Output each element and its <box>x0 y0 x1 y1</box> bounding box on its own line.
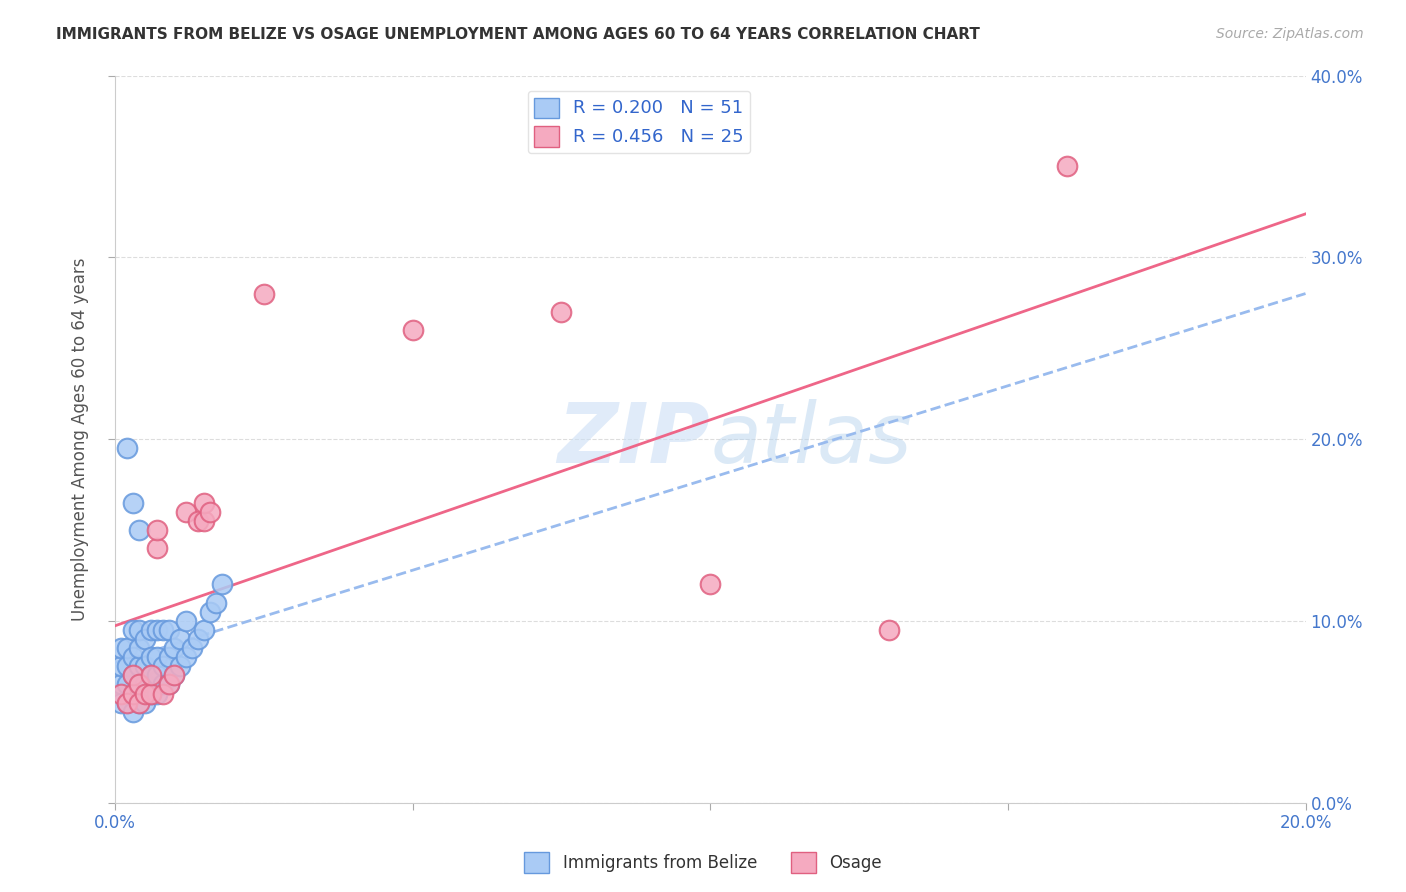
Point <box>121 687 143 701</box>
Point <box>121 668 143 682</box>
Point <box>121 623 143 637</box>
Point <box>134 696 156 710</box>
Point <box>157 677 180 691</box>
Point <box>115 641 138 656</box>
Point <box>253 286 276 301</box>
Point <box>193 496 215 510</box>
Point <box>877 623 900 637</box>
Point <box>110 659 132 673</box>
Point <box>145 541 167 555</box>
Point <box>115 659 138 673</box>
Point <box>145 623 167 637</box>
Point <box>121 668 143 682</box>
Point <box>134 632 156 646</box>
Point <box>163 641 186 656</box>
Text: atlas: atlas <box>710 399 912 480</box>
Point <box>115 696 138 710</box>
Point <box>157 623 180 637</box>
Point <box>157 677 180 691</box>
Text: IMMIGRANTS FROM BELIZE VS OSAGE UNEMPLOYMENT AMONG AGES 60 TO 64 YEARS CORRELATI: IMMIGRANTS FROM BELIZE VS OSAGE UNEMPLOY… <box>56 27 980 42</box>
Point <box>128 641 150 656</box>
Point <box>169 632 191 646</box>
Point <box>152 687 174 701</box>
Point <box>401 323 423 337</box>
Point <box>193 514 215 528</box>
Text: Source: ZipAtlas.com: Source: ZipAtlas.com <box>1216 27 1364 41</box>
Legend: R = 0.200   N = 51, R = 0.456   N = 25: R = 0.200 N = 51, R = 0.456 N = 25 <box>527 91 749 153</box>
Point <box>134 687 156 701</box>
Point <box>181 641 204 656</box>
Point <box>110 677 132 691</box>
Point <box>193 623 215 637</box>
Point <box>145 687 167 701</box>
Point <box>157 650 180 665</box>
Point <box>134 659 156 673</box>
Point <box>550 305 572 319</box>
Point <box>110 641 132 656</box>
Point <box>128 677 150 691</box>
Point <box>128 696 150 710</box>
Point <box>145 523 167 537</box>
Point <box>145 650 167 665</box>
Point <box>128 623 150 637</box>
Point <box>139 687 162 701</box>
Point <box>110 696 132 710</box>
Point <box>176 650 198 665</box>
Y-axis label: Unemployment Among Ages 60 to 64 years: Unemployment Among Ages 60 to 64 years <box>72 257 89 621</box>
Point <box>115 677 138 691</box>
Point <box>139 623 162 637</box>
Point <box>699 577 721 591</box>
Point <box>115 441 138 455</box>
Point <box>152 623 174 637</box>
Point <box>152 677 174 691</box>
Point <box>121 650 143 665</box>
Point <box>176 614 198 628</box>
Point <box>187 514 209 528</box>
Point <box>121 705 143 719</box>
Point <box>163 668 186 682</box>
Point <box>128 659 150 673</box>
Text: ZIP: ZIP <box>558 399 710 480</box>
Point <box>121 687 143 701</box>
Point <box>139 687 162 701</box>
Point <box>139 668 162 682</box>
Point <box>152 659 174 673</box>
Legend: Immigrants from Belize, Osage: Immigrants from Belize, Osage <box>517 846 889 880</box>
Point <box>139 668 162 682</box>
Point <box>198 505 221 519</box>
Point <box>205 596 228 610</box>
Point <box>163 668 186 682</box>
Point <box>169 659 191 673</box>
Point <box>128 696 150 710</box>
Point <box>121 496 143 510</box>
Point <box>187 632 209 646</box>
Point <box>176 505 198 519</box>
Point <box>1056 160 1078 174</box>
Point <box>128 677 150 691</box>
Point <box>115 696 138 710</box>
Point <box>134 677 156 691</box>
Point <box>139 650 162 665</box>
Point <box>110 687 132 701</box>
Point <box>211 577 233 591</box>
Point <box>198 605 221 619</box>
Point <box>128 523 150 537</box>
Point <box>145 668 167 682</box>
